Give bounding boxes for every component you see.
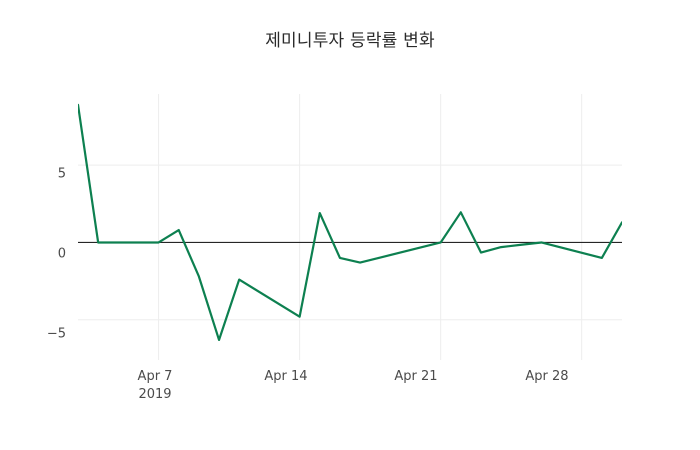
y-axis-tick-label: 0 <box>57 246 66 262</box>
x-axis-tick-label: Apr 28 <box>525 369 569 384</box>
line-chart-svg <box>78 94 622 360</box>
data-series-line <box>78 103 622 341</box>
x-axis-tick-label: Apr 14 <box>264 369 308 384</box>
x-axis-year-label: 2019 <box>138 387 172 402</box>
x-axis-tick-label: Apr 21 <box>394 369 438 384</box>
plot-area <box>78 94 622 360</box>
y-axis-tick-label: −5 <box>46 326 66 342</box>
y-axis-tick-label: 5 <box>57 166 66 182</box>
chart-title: 제미니투자 등락률 변화 <box>265 31 435 51</box>
x-axis-tick-label: Apr 7 <box>137 369 173 384</box>
grid-lines <box>78 94 622 360</box>
